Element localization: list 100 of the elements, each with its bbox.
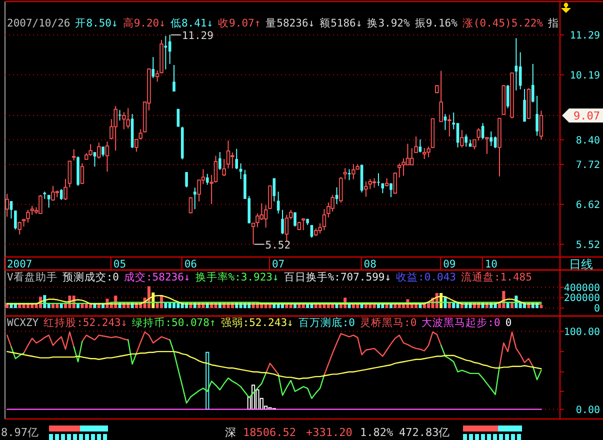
bar	[448, 302, 451, 308]
annotation: 收9.07↑	[218, 18, 261, 30]
candlestick	[276, 191, 280, 214]
candlestick	[38, 194, 42, 214]
candlestick	[418, 138, 422, 153]
candlestick	[152, 56, 155, 79]
bar	[206, 352, 210, 410]
text: 强弱:52.243↓	[220, 317, 294, 329]
candlestick	[126, 108, 130, 130]
candlestick	[251, 222, 256, 245]
y-tick-label: 11.29	[570, 30, 600, 42]
candlestick	[506, 84, 510, 109]
x-tick-label: 09	[443, 258, 456, 270]
candlestick	[80, 162, 84, 185]
bar	[540, 304, 543, 308]
candlestick	[206, 173, 209, 186]
candlestick	[393, 172, 398, 194]
candlestick	[88, 144, 92, 156]
annotation: 百日换手%:707.599↓	[284, 270, 392, 284]
candlestick	[514, 38, 518, 91]
candlestick	[448, 114, 452, 138]
annotation: 11.29	[182, 30, 214, 42]
annotation: 高9.20↓	[122, 16, 166, 30]
line-series	[6, 295, 542, 305]
candlestick	[322, 208, 326, 231]
candlestick	[260, 202, 264, 220]
annotation: 低8.41↓	[170, 18, 214, 30]
candlestick	[406, 143, 410, 166]
y-tick-label: 0.00	[576, 404, 600, 416]
x-tick-label: 2007	[6, 258, 32, 270]
bar	[172, 302, 176, 308]
candlestick	[230, 152, 234, 169]
candlestick	[531, 63, 534, 103]
candlestick	[422, 148, 426, 160]
y-tick-label: 6.62	[576, 200, 600, 211]
legend-label: 灵桥黑马:0	[360, 317, 417, 329]
candlestick	[122, 112, 126, 130]
candlestick	[536, 95, 538, 136]
candlestick	[114, 106, 118, 152]
bar	[176, 302, 180, 308]
candlestick	[18, 221, 22, 235]
candlestick	[294, 212, 296, 228]
x-tick-label: 07	[272, 258, 285, 270]
candlestick	[352, 164, 356, 180]
candlestick	[97, 142, 101, 160]
candlestick	[481, 122, 484, 140]
chart-title: V看盘助手	[7, 270, 58, 284]
bar	[510, 302, 514, 308]
y-tick-label: 5.52	[576, 240, 600, 251]
annotation: 开8.50↓	[75, 18, 118, 30]
text: 百万测底:0	[298, 316, 355, 329]
y-tick-label: 100.00	[564, 326, 600, 338]
candlestick	[93, 152, 96, 168]
candlestick	[518, 52, 522, 90]
y-tick-label: 200000	[564, 293, 600, 304]
candlestick	[72, 148, 76, 161]
candlestick	[402, 158, 406, 176]
text: 0	[505, 317, 512, 329]
candlestick	[14, 210, 17, 230]
candlestick	[185, 172, 188, 188]
annotation: 换3.92%	[367, 18, 410, 30]
y-tick-label: 400000	[564, 282, 600, 294]
candlestick	[172, 64, 176, 92]
candlestick	[102, 146, 104, 157]
candlestick	[188, 196, 193, 214]
y-tick-label: 8.40	[576, 135, 600, 146]
annotation: 流通盘:1.485	[460, 270, 532, 284]
annotation: 收益:0.043	[396, 272, 456, 284]
annotation: 换手率%:3.923↓	[195, 270, 279, 284]
line-series	[6, 350, 542, 380]
annotation: 指	[546, 18, 559, 30]
candlestick	[410, 148, 414, 166]
annotation: 5.52	[265, 239, 291, 252]
candlestick	[26, 209, 30, 224]
candlestick	[226, 140, 230, 169]
x-tick-label: 10	[484, 258, 498, 270]
annotation: 成交:58236↓	[124, 270, 190, 284]
candlestick	[64, 178, 68, 201]
candlestick	[218, 152, 222, 170]
candlestick	[302, 218, 306, 231]
x-tick-label: 08	[364, 258, 376, 270]
candlestick	[494, 136, 497, 149]
candlestick	[5, 193, 9, 218]
annotation: 2007/10/26	[7, 18, 70, 30]
text: 472.83亿	[399, 426, 450, 439]
candlestick	[272, 178, 276, 202]
candlestick	[397, 162, 402, 178]
candlestick	[490, 130, 493, 146]
candlestick	[372, 178, 376, 188]
candlestick	[10, 200, 13, 220]
candlestick	[284, 214, 289, 242]
candlestick	[193, 187, 196, 210]
annotation: 额5186↓	[320, 16, 362, 30]
candlestick	[348, 168, 351, 181]
candlestick	[30, 205, 34, 216]
candlestick	[118, 110, 122, 122]
candlestick	[460, 129, 464, 148]
candlestick	[523, 88, 526, 122]
series-label: 红持股:52.243↓	[44, 317, 128, 329]
candlestick	[539, 110, 544, 140]
